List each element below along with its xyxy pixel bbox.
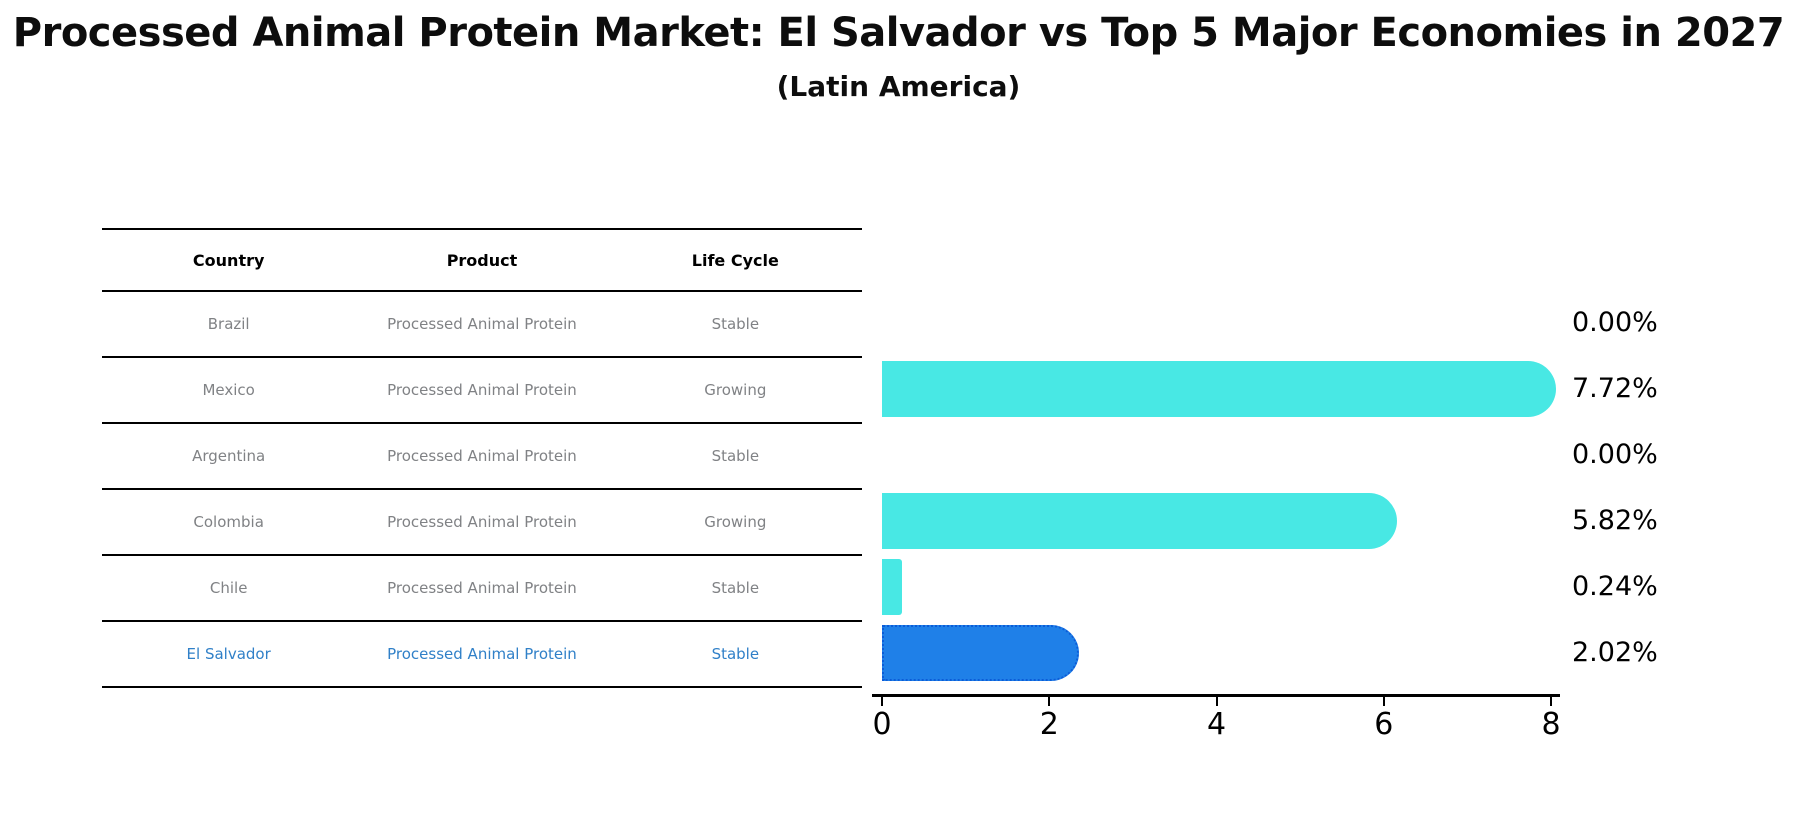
value-label-mexico: 7.72% bbox=[1572, 373, 1658, 404]
cell-product: Processed Animal Protein bbox=[387, 513, 577, 531]
cell-life-cycle: Stable bbox=[711, 315, 760, 333]
chart-title: Processed Animal Protein Market: El Salv… bbox=[12, 10, 1785, 56]
cell-country: Argentina bbox=[192, 447, 266, 465]
column-header-product: Product bbox=[446, 250, 518, 270]
cell-country: Mexico bbox=[202, 381, 255, 399]
cell-life-cycle: Stable bbox=[711, 447, 760, 465]
x-axis-line bbox=[872, 694, 1560, 697]
value-label-colombia: 5.82% bbox=[1572, 505, 1658, 536]
bar-chile bbox=[882, 559, 903, 615]
cell-life-cycle: Growing bbox=[704, 513, 767, 531]
table-row-mexico: Mexico Processed Animal Protein Growing bbox=[102, 358, 862, 424]
x-tick-6 bbox=[1382, 697, 1385, 706]
value-label-chile: 0.24% bbox=[1572, 571, 1658, 602]
cell-country: Brazil bbox=[207, 315, 250, 333]
cell-life-cycle: Growing bbox=[704, 381, 767, 399]
table-row-chile: Chile Processed Animal Protein Stable bbox=[102, 556, 862, 622]
table-row-colombia: Colombia Processed Animal Protein Growing bbox=[102, 490, 862, 556]
x-tick-4 bbox=[1215, 697, 1218, 706]
column-header-country: Country bbox=[192, 250, 265, 270]
x-tick-8 bbox=[1550, 697, 1552, 706]
cell-country: Colombia bbox=[193, 513, 264, 531]
x-tick-2 bbox=[1048, 697, 1051, 706]
cell-life-cycle: Stable bbox=[711, 579, 760, 597]
table-row-brazil: Brazil Processed Animal Protein Stable bbox=[102, 292, 862, 358]
x-tick-label-6: 6 bbox=[1374, 707, 1394, 742]
cell-product: Processed Animal Protein bbox=[387, 447, 577, 465]
x-tick-label-8: 8 bbox=[1541, 707, 1561, 742]
x-tick-label-0: 0 bbox=[872, 707, 892, 742]
chart-subtitle: (Latin America) bbox=[776, 70, 1021, 103]
value-label-el-salvador: 2.02% bbox=[1572, 637, 1658, 668]
cell-country: Chile bbox=[209, 579, 248, 597]
x-tick-label-2: 2 bbox=[1039, 707, 1059, 742]
cell-product: Processed Animal Protein bbox=[387, 579, 577, 597]
bar-colombia bbox=[882, 493, 1397, 549]
cell-product: Processed Animal Protein bbox=[387, 645, 577, 663]
bar-el-salvador bbox=[882, 625, 1079, 681]
cell-product: Processed Animal Protein bbox=[387, 381, 577, 399]
value-label-argentina: 0.00% bbox=[1572, 439, 1658, 470]
cell-country: El Salvador bbox=[186, 645, 271, 663]
x-tick-0 bbox=[881, 697, 883, 706]
summary-table: Country Product Life Cycle Brazil Process… bbox=[102, 228, 862, 688]
cell-product: Processed Animal Protein bbox=[387, 315, 577, 333]
table-row-el-salvador: El Salvador Processed Animal Protein Stabl… bbox=[102, 622, 862, 688]
table-row-argentina: Argentina Processed Animal Protein Stable bbox=[102, 424, 862, 490]
bar-mexico bbox=[882, 361, 1556, 417]
value-label-brazil: 0.00% bbox=[1572, 307, 1658, 338]
x-tick-label-4: 4 bbox=[1206, 707, 1227, 742]
table-header-row: Country Product Life Cycle bbox=[102, 230, 862, 292]
table-body: Brazil Processed Animal Protein Stable Mexi… bbox=[102, 292, 862, 688]
column-header-life-cycle: Life Cycle bbox=[691, 250, 779, 270]
cell-life-cycle: Stable bbox=[711, 645, 760, 663]
